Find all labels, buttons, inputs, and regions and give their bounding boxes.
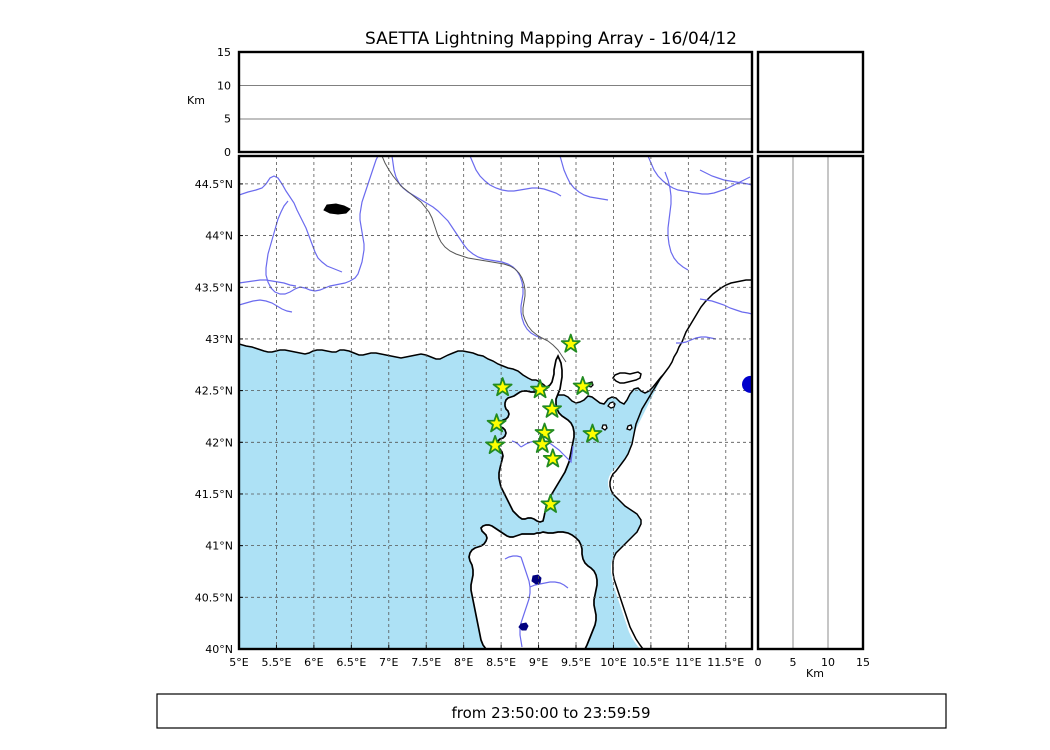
sardinia-lake-2 — [518, 622, 529, 631]
top-panel-ytick-3: 15 — [217, 46, 231, 59]
right-panel: 0 5 10 15 Km — [755, 154, 871, 680]
map-longitude-tick-group: 5°E 5.5°E 6°E 6.5°E 7°E 7.5°E 8°E 8.5°E 9°E 9.5°E… — [229, 645, 744, 669]
pianosa-island — [601, 424, 608, 431]
mainland-europe-landmass — [239, 156, 752, 404]
map-panel: 40°N 40.5°N 41°N 41.5°N 42°N 42.5°N 43°N 43.5°N… — [195, 154, 759, 669]
map-lon-tick-11: 10.5°E — [632, 656, 669, 669]
top-panel-ytick-2: 10 — [217, 79, 231, 92]
po-river — [699, 169, 752, 186]
corner-panel — [756, 50, 865, 154]
time-range-label: from 23:50:00 to 23:59:59 — [451, 704, 650, 722]
top-panel: 0 5 10 15 Km — [187, 46, 754, 159]
source-marker-group — [742, 375, 759, 393]
map-lat-tick-9: 44.5°N — [195, 178, 233, 191]
station-marker-11[interactable] — [542, 448, 563, 468]
station-marker-3[interactable] — [530, 379, 550, 399]
station-marker-4[interactable] — [572, 376, 593, 396]
station-marker-8[interactable] — [582, 423, 603, 443]
station-marker-10[interactable] — [532, 433, 553, 453]
map-lat-tick-7: 43.5°N — [195, 281, 233, 294]
station-marker-group — [485, 333, 603, 513]
map-lat-tick-4: 42°N — [205, 436, 233, 449]
right-panel-xlabel: Km — [806, 667, 824, 680]
right-panel-frame — [756, 154, 865, 651]
right-panel-xtick-group: 0 5 10 15 — [755, 656, 871, 669]
lightning-source-marker-1[interactable] — [742, 375, 759, 393]
map-lon-tick-6: 8°E — [454, 656, 473, 669]
map-lon-tick-9: 9.5°E — [561, 656, 591, 669]
map-latitude-tick-group: 40°N 40.5°N 41°N 41.5°N 42°N 42.5°N 43°N 43.5°N… — [195, 178, 243, 656]
map-lat-tick-5: 42.5°N — [195, 385, 233, 398]
map-lat-tick-6: 43°N — [205, 333, 233, 346]
station-marker-6[interactable] — [534, 422, 555, 442]
map-lat-tick-2: 41°N — [205, 540, 233, 553]
tiber-river — [676, 336, 717, 344]
map-lat-tick-3: 41.5°N — [195, 488, 233, 501]
right-panel-background — [758, 156, 863, 649]
map-lon-tick-10: 10°E — [600, 656, 626, 669]
top-panel-background — [239, 52, 752, 152]
top-panel-ytick-group: 0 5 10 15 — [217, 46, 231, 159]
corsica-river-2 — [511, 440, 522, 448]
top-panel-ytick-0: 0 — [224, 146, 231, 159]
map-lat-tick-1: 40.5°N — [195, 591, 233, 604]
italy-west-coast-landmass — [608, 280, 752, 649]
station-marker-7[interactable] — [486, 413, 507, 433]
map-lon-tick-0: 5°E — [229, 656, 248, 669]
station-marker-1[interactable] — [560, 333, 581, 353]
sardinia-rivers — [504, 555, 569, 648]
arno-river — [699, 298, 752, 315]
top-panel-ytick-1: 5 — [224, 113, 231, 126]
map-lon-tick-3: 6.5°E — [336, 656, 366, 669]
station-marker-9[interactable] — [485, 434, 506, 454]
map-lon-tick-5: 7.5°E — [411, 656, 441, 669]
map-lon-tick-7: 8.5°E — [486, 656, 516, 669]
corsica-river — [520, 440, 574, 464]
montecristo-island — [626, 424, 633, 431]
map-lat-tick-0: 40°N — [205, 643, 233, 656]
elba-island — [612, 371, 642, 384]
map-lon-tick-2: 6°E — [304, 656, 323, 669]
sardinia-landmass — [468, 524, 598, 649]
coastline-france-italy — [239, 299, 752, 405]
top-panel-frame — [237, 50, 754, 154]
corner-panel-frame — [756, 50, 865, 154]
time-range-box: from 23:50:00 to 23:59:59 — [156, 693, 947, 729]
map-lon-tick-1: 5.5°E — [261, 656, 291, 669]
map-lat-tick-8: 44°N — [205, 230, 233, 243]
right-panel-xtick-3: 15 — [856, 656, 870, 669]
station-marker-5[interactable] — [542, 398, 562, 418]
right-panel-xtick-1: 5 — [790, 656, 797, 669]
right-panel-xtick-0: 0 — [755, 656, 762, 669]
political-borders — [381, 156, 567, 363]
right-panel-xtick-2: 10 — [821, 656, 835, 669]
coastal-lagoon — [323, 203, 351, 215]
map-lon-tick-4: 7°E — [379, 656, 398, 669]
page-title: SAETTA Lightning Mapping Array - 16/04/1… — [365, 29, 737, 49]
map-panel-frame — [237, 154, 754, 651]
time-range-box-frame — [156, 693, 947, 729]
map-gridline-group — [239, 156, 752, 649]
map-lon-tick-8: 9°E — [529, 656, 548, 669]
station-marker-2[interactable] — [492, 377, 513, 397]
coastline-italy-west — [609, 279, 752, 649]
station-marker-12[interactable] — [540, 493, 561, 513]
map-geography — [239, 156, 759, 649]
map-lon-tick-13: 11.5°E — [707, 656, 744, 669]
top-panel-ylabel: Km — [187, 94, 205, 107]
map-lon-tick-12: 11°E — [675, 656, 701, 669]
